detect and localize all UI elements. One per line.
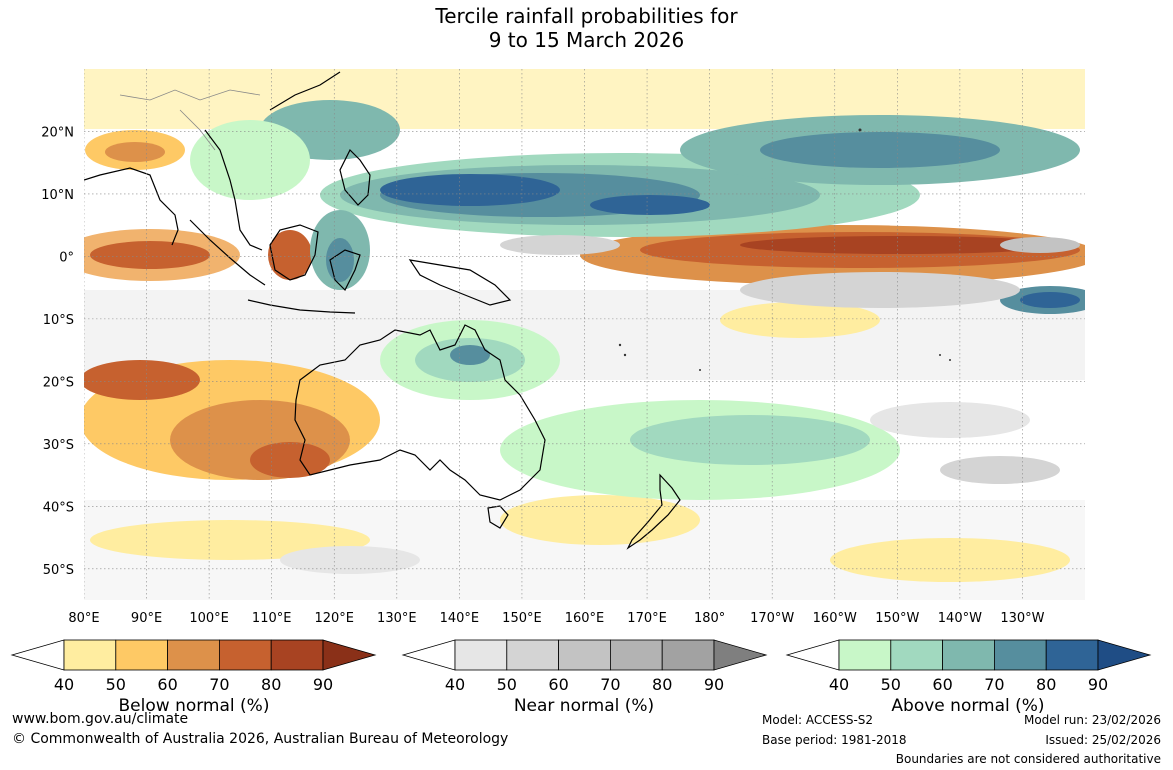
colorbar-tick-label: 50 [497,675,517,694]
colorbar-tick-label: 50 [106,675,126,694]
colorbar-tick-label: 70 [984,675,1004,694]
colorbar-max-arrow [322,639,377,671]
colorbar-tick-label: 70 [209,675,229,694]
base-period-text: Base period: 1981-2018 [762,733,907,747]
colorbar-tick-label: 80 [261,675,281,694]
colorbar-tick-label: 90 [1088,675,1108,694]
colorbar-tick-label: 80 [652,675,672,694]
colorbar-0: 40 50 60 70 80 90 [10,639,377,694]
colorbar-segment [218,639,272,671]
longitude-label: 140°W [938,611,982,626]
probability-field [84,69,1085,600]
colorbar-tick-label: 40 [445,675,465,694]
colorbar-segment [661,639,715,671]
latitude-label: 10°N [41,188,74,203]
colorbar-tick-label: 60 [157,675,177,694]
colorbar-2: 40 50 60 70 80 90 [785,639,1152,694]
colorbar-segment [838,639,892,671]
colorbar-tick-label: 60 [932,675,952,694]
latitude-label: 0° [59,250,74,265]
website-link[interactable]: www.bom.gov.au/climate [12,711,189,727]
longitude-label: 150°E [502,611,542,626]
longitude-label: 150°W [875,611,919,626]
colorbar-min-arrow [785,639,840,671]
colorbar-tick-label: 80 [1036,675,1056,694]
latitude-label: 10°S [43,313,74,328]
colorbar-max-arrow [1097,639,1152,671]
longitude-label: 100°E [189,611,229,626]
colorbar-segment [167,639,220,671]
colorbar-segment [454,639,508,671]
colorbar-below-label: Below normal (%) [118,696,270,716]
issued-text: Issued: 25/02/2026 [1045,733,1161,747]
title-line-1: Tercile rainfall probabilities for [435,4,738,28]
colorbar-segment [890,639,943,671]
longitude-label: 160°W [813,611,857,626]
colorbar-segment [558,639,611,671]
longitude-label: 130°E [377,611,417,626]
longitude-label: 170°E [627,611,667,626]
colorbar-max-arrow [713,639,768,671]
colorbar-near-label: Near normal (%) [513,696,655,716]
colorbar-segment [610,639,663,671]
longitude-label: 180° [694,611,725,626]
copyright-text: © Commonwealth of Australia 2026, Austra… [12,731,509,747]
longitude-label: 140°E [440,611,480,626]
title-line-2: 9 to 15 March 2026 [488,28,685,52]
colorbar-segment [942,639,995,671]
longitude-label: 80°E [68,611,99,626]
colorbar-tick-label: 40 [54,675,74,694]
colorbar-segment [994,639,1047,671]
model-text: Model: ACCESS-S2 [762,713,874,727]
colorbar-min-arrow [401,639,456,671]
map-title: Tercile rainfall probabilities for 9 to … [0,4,1173,52]
longitude-label: 110°E [252,611,292,626]
longitude-label: 170°W [750,611,794,626]
colorbar-segment [63,639,117,671]
latitude-label: 50°S [43,563,74,578]
longitude-label: 160°E [565,611,605,626]
model-run-text: Model run: 23/02/2026 [1023,713,1161,727]
latitude-label: 20°N [41,125,74,140]
colorbar-segment [506,639,559,671]
colorbar-above-label: Above normal (%) [891,696,1045,716]
colorbar-1: 40 50 60 70 80 90 [401,639,768,694]
colorbar-segment [270,639,324,671]
latitude-label: 40°S [43,500,74,515]
colorbar-segment [115,639,169,671]
longitude-label: 90°E [131,611,162,626]
colorbar-tick-label: 60 [548,675,568,694]
colorbar-tick-label: 40 [829,675,849,694]
disclaimer-text: Boundaries are not considered authoritat… [895,752,1161,766]
colorbar-tick-label: 90 [313,675,333,694]
colorbar-tick-label: 50 [881,675,901,694]
colorbar-segment [1045,639,1099,671]
colorbar-min-arrow [10,639,65,671]
colorbar-tick-label: 70 [600,675,620,694]
longitude-label: 120°E [314,611,354,626]
latitude-label: 30°S [43,438,74,453]
colorbar-tick-label: 90 [704,675,724,694]
longitude-label: 130°W [1000,611,1044,626]
coastlines [84,71,681,550]
latitude-label: 20°S [43,375,74,390]
